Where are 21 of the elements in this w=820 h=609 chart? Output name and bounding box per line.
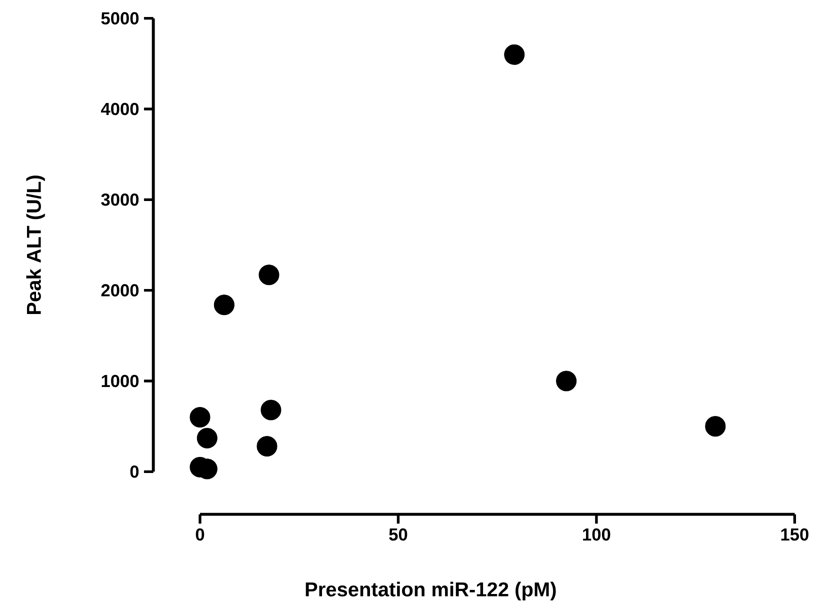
x-tick-label: 100 — [583, 528, 610, 541]
point — [258, 264, 280, 286]
point — [260, 400, 282, 420]
y-tick-label: 3000 — [101, 194, 139, 206]
y-tick-label: 1000 — [102, 374, 139, 388]
x-tick-label: 150 — [781, 528, 808, 541]
y-tick-label: 5000 — [101, 12, 139, 24]
point — [190, 406, 210, 428]
point — [705, 416, 726, 437]
point — [214, 294, 234, 316]
y-axis-title: Peak ALT (U/L) — [26, 176, 45, 314]
point — [504, 44, 525, 65]
point — [556, 370, 577, 392]
point — [196, 428, 218, 448]
y-tick-label: 0 — [130, 466, 139, 478]
x-axis-title: Presentation miR-122 (pM) — [306, 582, 556, 600]
point — [256, 436, 278, 457]
x-tick-label: 50 — [389, 528, 408, 541]
y-tick-label: 2000 — [101, 284, 139, 296]
y-tick-label: 4000 — [101, 102, 139, 116]
x-tick-label: 0 — [196, 528, 204, 541]
